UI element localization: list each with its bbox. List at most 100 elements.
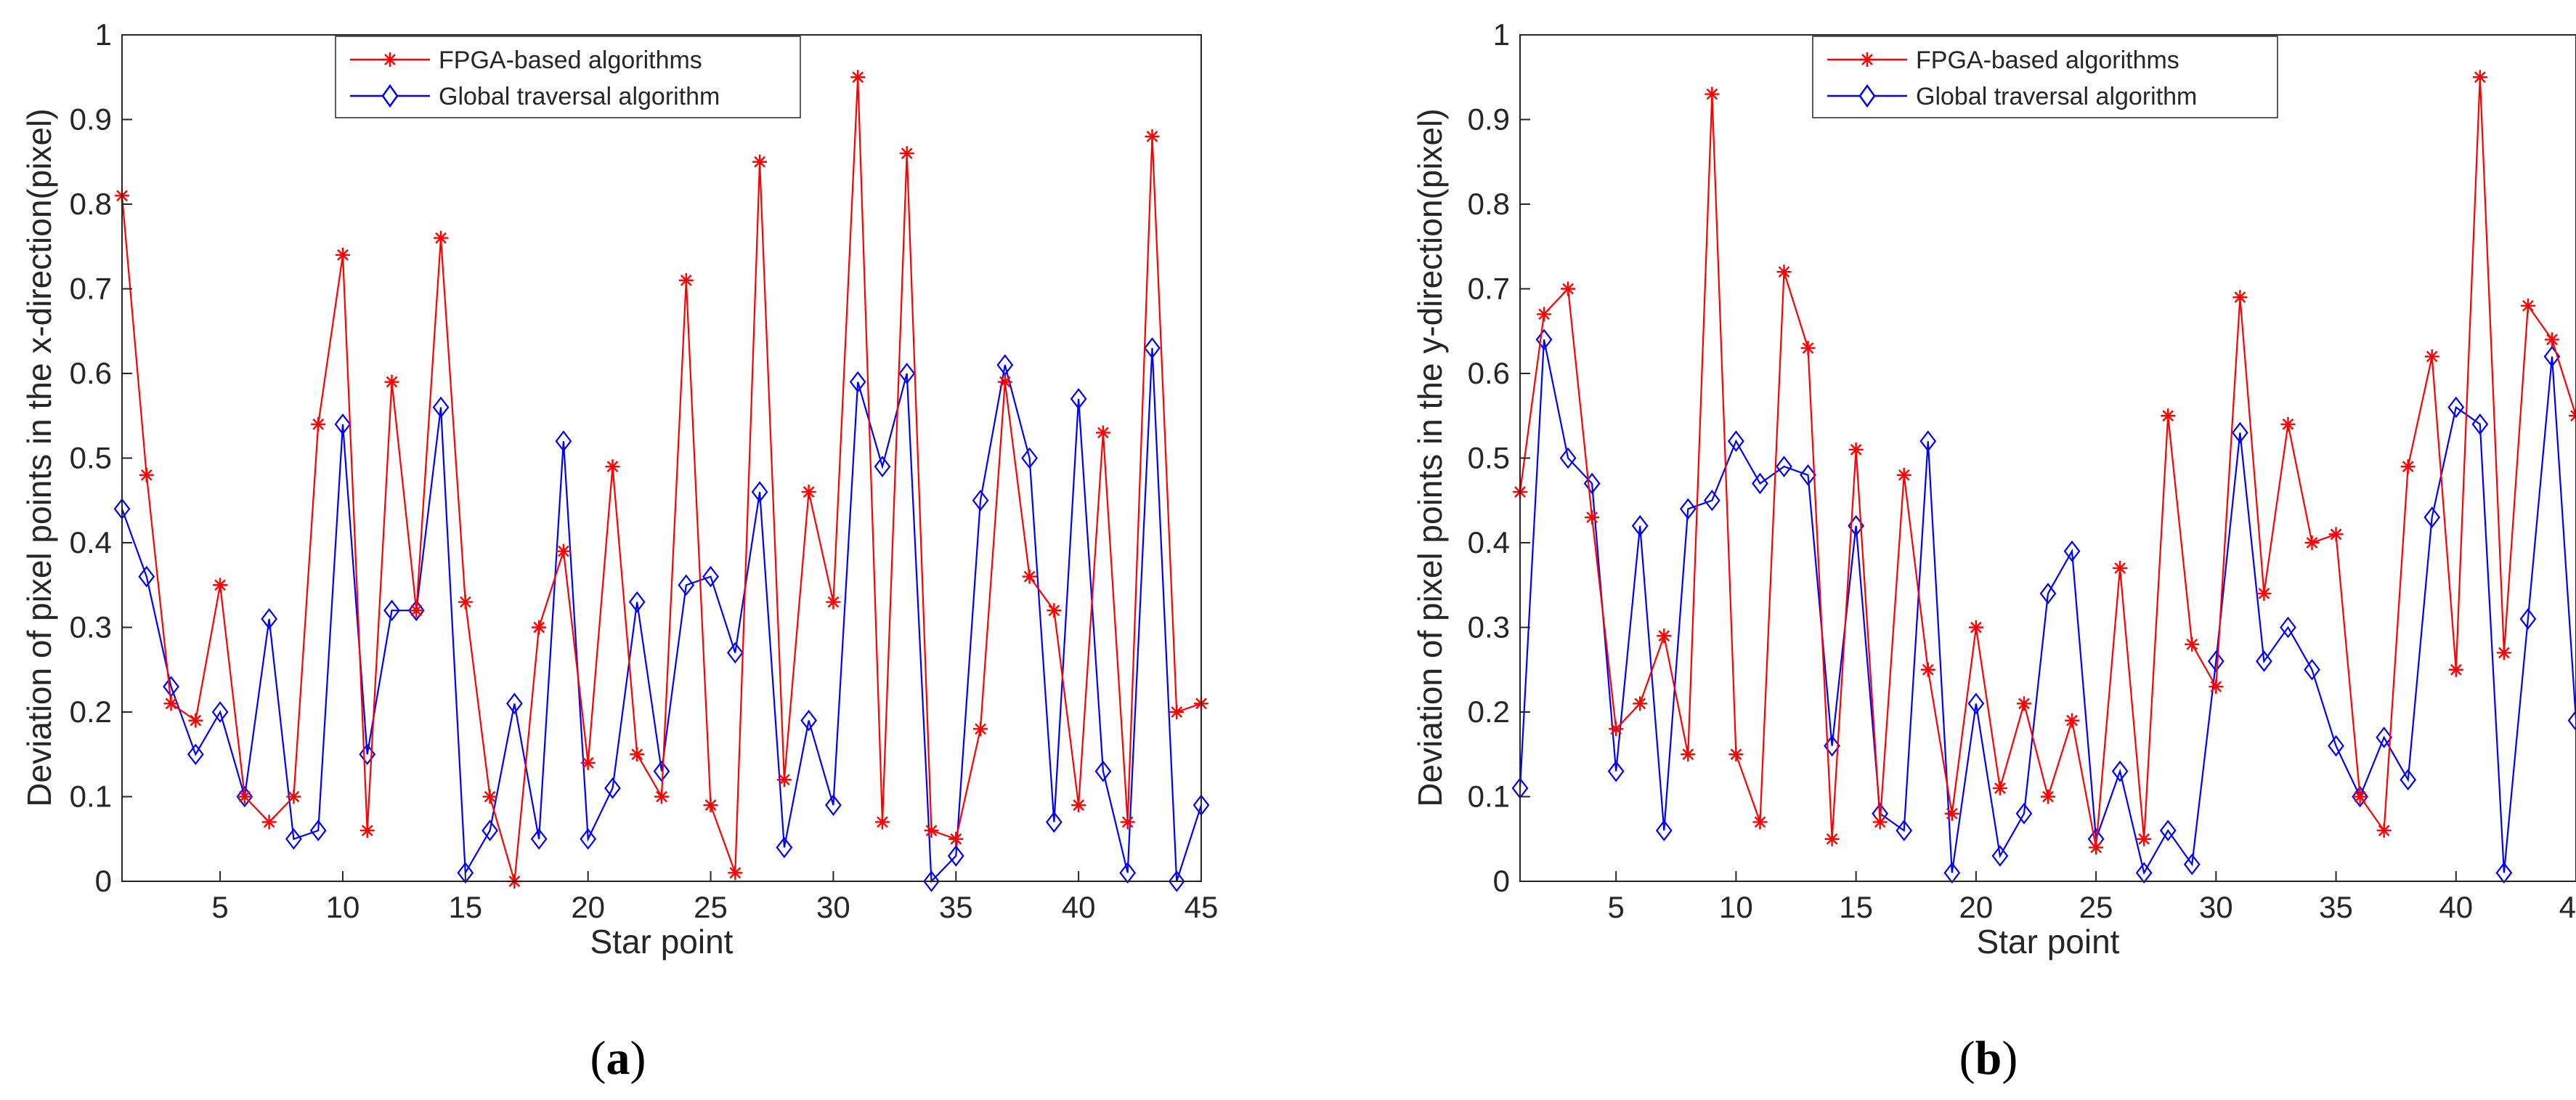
x-tick-label-b: 30	[2199, 890, 2233, 924]
y-tick-label-a: 0.6	[70, 356, 112, 390]
y-tick-label-b: 0.5	[1468, 441, 1510, 475]
data-point	[1144, 337, 1161, 359]
y-tick-label-a: 0	[95, 864, 112, 898]
data-point	[947, 845, 964, 867]
panel-label-a: (a)	[590, 1032, 646, 1085]
data-point	[752, 154, 768, 169]
legend-label-fpga-b: FPGA-based algorithms	[1916, 46, 2179, 74]
x-tick-label-a: 40	[1062, 890, 1096, 924]
y-tick-label-a: 0.8	[70, 187, 112, 221]
series-line	[1519, 339, 2576, 875]
data-point	[163, 696, 179, 711]
y-axis-label-b: Deviation of pixel points in the y-direc…	[1411, 108, 1449, 806]
data-point	[2376, 823, 2392, 838]
x-tick-label-a: 15	[448, 890, 482, 924]
x-tick-label-b: 45	[2559, 890, 2576, 924]
data-point	[1728, 747, 1744, 762]
data-point	[923, 870, 940, 892]
data-point	[2328, 735, 2344, 757]
data-point	[1776, 456, 1792, 477]
legend-a: FPGA-based algorithms Global traversal a…	[335, 36, 801, 118]
x-tick-label-b: 5	[1608, 890, 1625, 924]
data-point	[1967, 692, 1985, 715]
y-tick-label-a: 0.9	[70, 102, 112, 137]
data-point	[2111, 760, 2129, 782]
data-point	[457, 862, 474, 884]
data-point	[555, 430, 572, 453]
data-point	[1848, 442, 1864, 457]
data-point	[2137, 831, 2152, 846]
data-point	[384, 374, 399, 389]
data-point	[285, 828, 302, 850]
plot-frame-a	[121, 34, 1202, 882]
data-point	[1561, 281, 1576, 296]
data-point	[2519, 608, 2537, 630]
data-point	[1800, 341, 1816, 356]
x-tick-label-b: 15	[1839, 890, 1873, 924]
x-axis-label-a: Star point	[590, 923, 734, 961]
series-lines-a	[113, 70, 1210, 892]
data-point	[261, 814, 277, 830]
data-point	[434, 230, 449, 246]
x-axis-label-b: Star point	[1977, 923, 2120, 961]
data-point	[997, 374, 1012, 389]
data-point	[187, 743, 204, 766]
legend-entry-global-b: Global traversal algorithm	[1827, 83, 2197, 110]
x-ticks-a: 5 10 15 20 25 30 35 40 45	[211, 871, 1218, 924]
series-fpga-b	[1513, 70, 2576, 855]
data-point	[1800, 464, 1816, 486]
data-point	[407, 599, 425, 622]
data-point	[1583, 472, 1601, 495]
data-point	[2113, 560, 2128, 575]
data-point	[2135, 862, 2153, 884]
data-point	[800, 709, 818, 732]
data-point	[213, 578, 228, 593]
x-tick-label-b: 35	[2319, 890, 2353, 924]
data-point	[2183, 853, 2201, 875]
data-point	[1896, 820, 1913, 841]
panel-letter-a: a	[606, 1032, 630, 1085]
data-point	[776, 772, 792, 788]
x-tick-label-a: 20	[571, 890, 605, 924]
legend-label-global-a: Global traversal algorithm	[439, 83, 720, 110]
y-tick-label-a: 0.3	[70, 610, 112, 644]
data-point	[751, 481, 768, 503]
data-point	[1609, 721, 1624, 737]
y-tick-label-b: 0.4	[1468, 525, 1510, 559]
data-point	[2256, 650, 2272, 672]
data-point	[505, 692, 523, 715]
data-point	[530, 828, 548, 850]
data-point	[898, 363, 916, 384]
data-point	[1631, 514, 1649, 537]
data-point	[874, 456, 891, 477]
data-point	[1047, 603, 1062, 618]
y-tick-label-a: 0.2	[70, 695, 112, 729]
legend-b: FPGA-based algorithms Global traversal a…	[1812, 36, 2278, 118]
data-point	[702, 565, 719, 588]
y-tick-label-a: 1	[95, 17, 112, 52]
y-tick-label-a: 0.1	[70, 780, 112, 814]
data-point	[2352, 785, 2368, 808]
data-point	[703, 798, 718, 813]
data-point	[1991, 845, 2009, 867]
data-point	[2471, 413, 2489, 435]
data-point	[1585, 510, 1600, 525]
data-point	[2567, 709, 2576, 732]
x-ticks-b: 5 10 15 20 25 30 35 40 45	[1608, 871, 2576, 924]
x-tick-label-b: 40	[2439, 890, 2473, 924]
legend-entry-fpga-a: FPGA-based algorithms	[350, 46, 702, 74]
data-point	[1752, 814, 1768, 830]
data-point	[261, 608, 278, 630]
data-point	[1633, 696, 1648, 711]
chart-panel-b: 0 0.1 0.2 0.3 0.4 0.5 0.6 0.7 0.8 0.9 1 5 10 15 20 25 3…	[1411, 17, 2576, 1085]
data-point	[2231, 421, 2248, 444]
data-point	[432, 396, 450, 418]
data-point	[1655, 820, 1673, 841]
data-point	[311, 416, 326, 432]
data-point	[1992, 780, 2007, 796]
data-point	[211, 701, 229, 723]
data-point	[2207, 650, 2224, 672]
data-point	[825, 794, 842, 816]
data-point	[556, 543, 571, 559]
